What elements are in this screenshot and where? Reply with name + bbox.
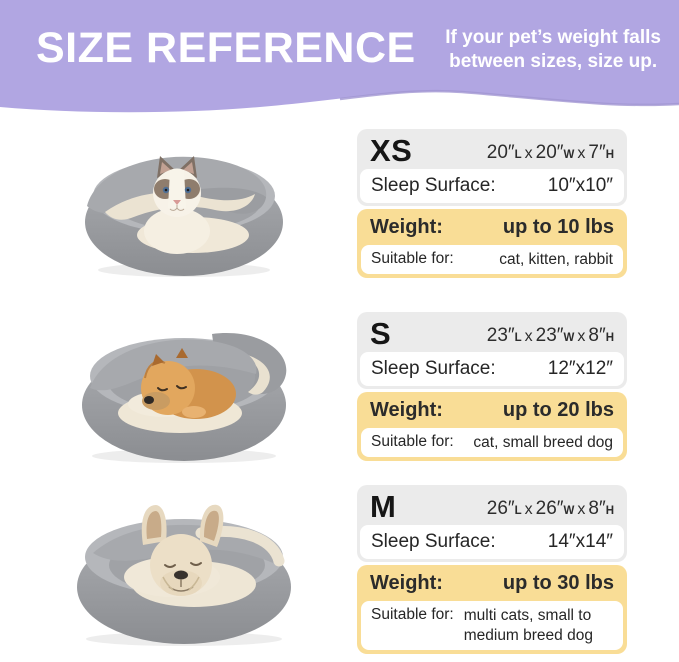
weight-label: Weight:	[370, 398, 443, 421]
sleep-surface-row: Sleep Surface: 12″x12″	[360, 351, 624, 386]
suitable-for-row: Suitable for: cat, kitten, rabbit	[361, 244, 623, 275]
spec-card-xs: XS 20″L x 20″W x 7″H Sleep Surface: 10″x10″ …	[357, 128, 627, 279]
weight-value: up to 30 lbs	[502, 572, 614, 595]
size-code: M	[370, 489, 397, 525]
header-wave-background	[0, 0, 679, 113]
spec-card-s: S 23″L x 23″W x 8″H Sleep Surface: 12″x12″ W…	[357, 311, 627, 462]
cat-in-bed-photo	[84, 155, 283, 277]
bulldog-in-bed-photo	[76, 504, 291, 646]
size-dimensions: 26″L x 26″W x 8″H	[486, 498, 614, 520]
size-code: XS	[370, 132, 413, 168]
size-row-xs: XS 20″L x 20″W x 7″H Sleep Surface: 10″x10″ …	[0, 112, 679, 295]
suitable-for-label: Suitable for:	[371, 249, 454, 267]
spec-card-xs-top: XS 20″L x 20″W x 7″H Sleep Surface: 10″x10″	[357, 128, 627, 206]
weight-value: up to 20 lbs	[502, 398, 614, 421]
size-row-m: M 26″L x 26″W x 8″H Sleep Surface: 14″x14″ W…	[0, 478, 679, 661]
sizing-advice: If your pet’s weight falls between sizes…	[445, 26, 661, 75]
size-rows: XS 20″L x 20″W x 7″H Sleep Surface: 10″x10″ …	[0, 112, 679, 661]
spec-card-m-bottom: Weight: up to 30 lbs Suitable for: multi…	[357, 565, 627, 654]
sleep-surface-label: Sleep Surface:	[371, 357, 496, 379]
pomeranian-in-bed-photo	[81, 332, 286, 463]
suitable-for-value: multi cats, small to medium breed dog	[463, 607, 593, 644]
sleep-surface-row: Sleep Surface: 14″x14″	[360, 525, 624, 560]
size-header-row: S 23″L x 23″W x 8″H	[357, 312, 627, 352]
photo-s	[10, 308, 357, 466]
sleep-surface-value: 12″x12″	[547, 357, 613, 379]
spec-card-xs-bottom: Weight: up to 10 lbs Suitable for: cat, …	[357, 208, 627, 279]
suitable-for-label: Suitable for:	[371, 432, 454, 450]
weight-row: Weight: up to 30 lbs	[357, 565, 627, 601]
suitable-for-row: Suitable for: cat, small breed dog	[361, 427, 623, 458]
size-row-s: S 23″L x 23″W x 8″H Sleep Surface: 12″x12″ W…	[0, 295, 679, 478]
size-code: S	[370, 315, 392, 351]
sleep-surface-row: Sleep Surface: 10″x10″	[360, 168, 624, 203]
sleep-surface-value: 10″x10″	[547, 174, 613, 196]
spec-card-s-bottom: Weight: up to 20 lbs Suitable for: cat, …	[357, 391, 627, 462]
weight-label: Weight:	[370, 572, 443, 595]
pomeranian-dog	[140, 347, 236, 419]
spec-card-s-top: S 23″L x 23″W x 8″H Sleep Surface: 12″x12″	[357, 311, 627, 389]
weight-row: Weight: up to 10 lbs	[357, 209, 627, 245]
suitable-for-value: cat, kitten, rabbit	[499, 250, 613, 268]
size-header-row: M 26″L x 26″W x 8″H	[357, 485, 627, 525]
ragdoll-cat	[143, 155, 210, 254]
spec-card-m-top: M 26″L x 26″W x 8″H Sleep Surface: 14″x14″	[357, 485, 627, 563]
header-banner: SIZE REFERENCE If your pet’s weight fall…	[0, 0, 679, 116]
photo-m	[10, 491, 357, 649]
size-dimensions: 23″L x 23″W x 8″H	[486, 324, 614, 346]
french-bulldog	[141, 504, 223, 596]
sleep-surface-value: 14″x14″	[547, 531, 613, 553]
sizing-advice-line1: If your pet’s weight falls	[445, 27, 661, 48]
weight-value: up to 10 lbs	[502, 215, 614, 238]
weight-label: Weight:	[370, 215, 443, 238]
size-dimensions: 20″L x 20″W x 7″H	[486, 141, 614, 163]
sizing-advice-line2: between sizes, size up.	[449, 51, 658, 73]
suitable-for-value: cat, small breed dog	[473, 433, 613, 451]
sleep-surface-label: Sleep Surface:	[371, 174, 496, 196]
page-title: SIZE REFERENCE	[36, 24, 416, 72]
weight-row: Weight: up to 20 lbs	[357, 392, 627, 428]
size-header-row: XS 20″L x 20″W x 7″H	[357, 129, 627, 169]
sleep-surface-label: Sleep Surface:	[371, 531, 496, 553]
photo-xs	[10, 128, 357, 280]
suitable-for-label: Suitable for:	[371, 606, 454, 624]
spec-card-m: M 26″L x 26″W x 8″H Sleep Surface: 14″x14″ W…	[357, 485, 627, 654]
suitable-for-row: Suitable for: multi cats, small to mediu…	[361, 601, 623, 650]
